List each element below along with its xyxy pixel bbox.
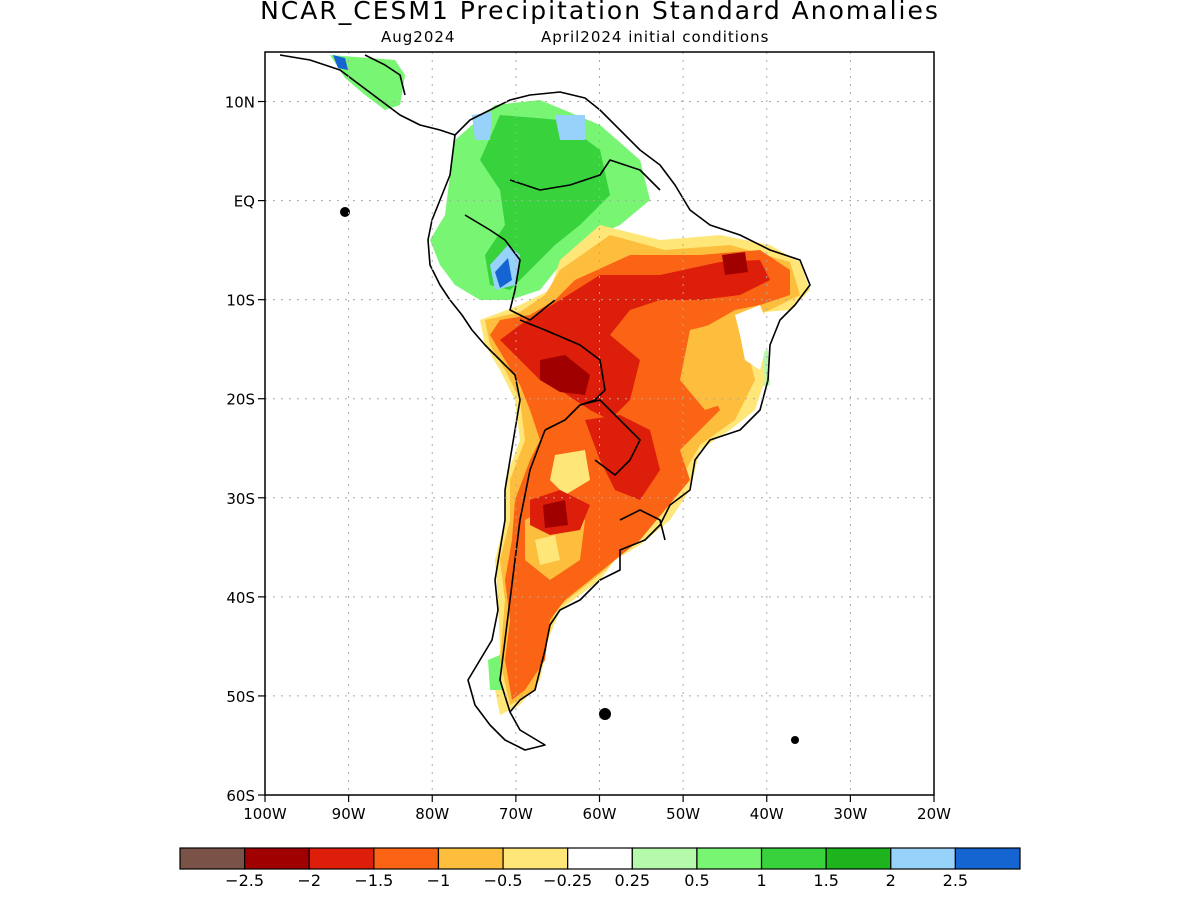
lon-tick-label: 60W (583, 805, 617, 823)
anomaly-strong-positive-venezuela (555, 115, 585, 140)
colorbar-swatch (631, 847, 698, 870)
lon-tick-label: 20W (917, 805, 951, 823)
colorbar-swatch (244, 847, 310, 870)
colorbar-label: 2.5 (943, 871, 968, 890)
colorbar-swatch (373, 847, 440, 870)
anomaly-near-normal-northeast (735, 305, 770, 370)
anomaly-strong-positive-central-america (333, 55, 348, 70)
colorbar-swatch (179, 847, 246, 870)
galapagos-islands (340, 207, 350, 217)
lat-tick-label: EQ (234, 193, 255, 211)
colorbar-label: 2 (886, 871, 896, 890)
subtitle-valid-month: Aug2024 (381, 28, 456, 46)
lon-tick-label: 30W (833, 805, 867, 823)
border-argentina-chile (499, 429, 546, 713)
colorbar-swatch (954, 847, 1021, 870)
border-colombia-peru-brazil (464, 214, 556, 321)
anomaly-positive-patagonia (488, 655, 502, 690)
lat-tick-label: 30S (226, 490, 255, 508)
colorbar-swatch (567, 847, 633, 870)
colorbar-swatch (696, 847, 763, 870)
colorbar-swatch (760, 847, 827, 870)
coastline-central-america (279, 54, 456, 136)
anomaly-severe-negative-chaco (585, 415, 660, 500)
anomaly-extreme-negative-brazil (722, 252, 748, 275)
border-venezuela-guyana (509, 159, 661, 191)
lon-tick-label: 40W (750, 805, 784, 823)
colorbar-swatch (890, 847, 956, 870)
anomaly-extreme-negative-argentina (543, 500, 568, 528)
colorbar-swatch (825, 847, 892, 870)
islands (340, 207, 799, 744)
subtitle-initial-conditions: April2024 initial conditions (541, 28, 770, 46)
anomaly-very-strong-positive-amazon (495, 258, 512, 288)
map-title: NCAR_CESM1 Precipitation Standard Anomal… (260, 0, 940, 25)
colorbar-label: −0.5 (484, 871, 523, 890)
anomaly-positive-core (480, 115, 610, 290)
lon-tick-label: 50W (666, 805, 700, 823)
colorbar-label: 1 (756, 871, 766, 890)
lon-tick-label: 90W (332, 805, 366, 823)
falkland-islands (599, 708, 611, 720)
anomaly-strong-positive-colombia (472, 112, 492, 140)
colorbar-label: −2 (297, 871, 321, 890)
anomaly-weak-patch-argentina (550, 450, 590, 495)
lon-tick-label: 100W (243, 805, 287, 823)
longitude-axis: 100W 90W 80W 70W 60W 50W 40W 30W 20W (243, 795, 951, 823)
colorbar-label: −1.5 (354, 871, 393, 890)
latitude-axis: 10N EQ 10S 20S 30S 40S 50S 60S (225, 94, 265, 805)
border-paraguay (579, 399, 641, 476)
colorbar-label: −0.25 (543, 871, 592, 890)
coastline-caribbean (364, 54, 406, 96)
coastlines (279, 54, 811, 751)
lat-tick-label: 10S (226, 292, 255, 310)
coastline-south-america (427, 91, 811, 751)
lat-tick-label: 20S (226, 391, 255, 409)
colorbar: −2.5 −2 −1.5 −1 −0.5 −0.25 0.25 0.5 1 1.5 2 2.5 (179, 847, 1021, 890)
colorbar-swatch (308, 847, 375, 870)
colorbar-swatch (437, 847, 504, 870)
colorbar-label: −1 (427, 871, 451, 890)
lat-tick-label: 10N (225, 94, 255, 112)
colorbar-label: 0.25 (614, 871, 650, 890)
anomaly-weak-patch-central (535, 535, 560, 565)
anomaly-moderate-patch-brazil (680, 320, 745, 410)
colorbar-swatch (502, 847, 569, 870)
lon-tick-label: 70W (499, 805, 533, 823)
anomaly-extreme-negative-bolivia (540, 355, 590, 395)
lat-tick-label: 50S (226, 688, 255, 706)
anomaly-shading (330, 55, 810, 715)
lon-tick-label: 80W (415, 805, 449, 823)
border-bolivia (519, 319, 606, 431)
lat-tick-label: 60S (226, 787, 255, 805)
colorbar-label: 0.5 (684, 871, 709, 890)
border-uruguay (619, 509, 666, 541)
lat-tick-label: 40S (226, 589, 255, 607)
colorbar-label: 1.5 (813, 871, 838, 890)
colorbar-label: −2.5 (225, 871, 264, 890)
south-georgia-island (791, 736, 799, 744)
